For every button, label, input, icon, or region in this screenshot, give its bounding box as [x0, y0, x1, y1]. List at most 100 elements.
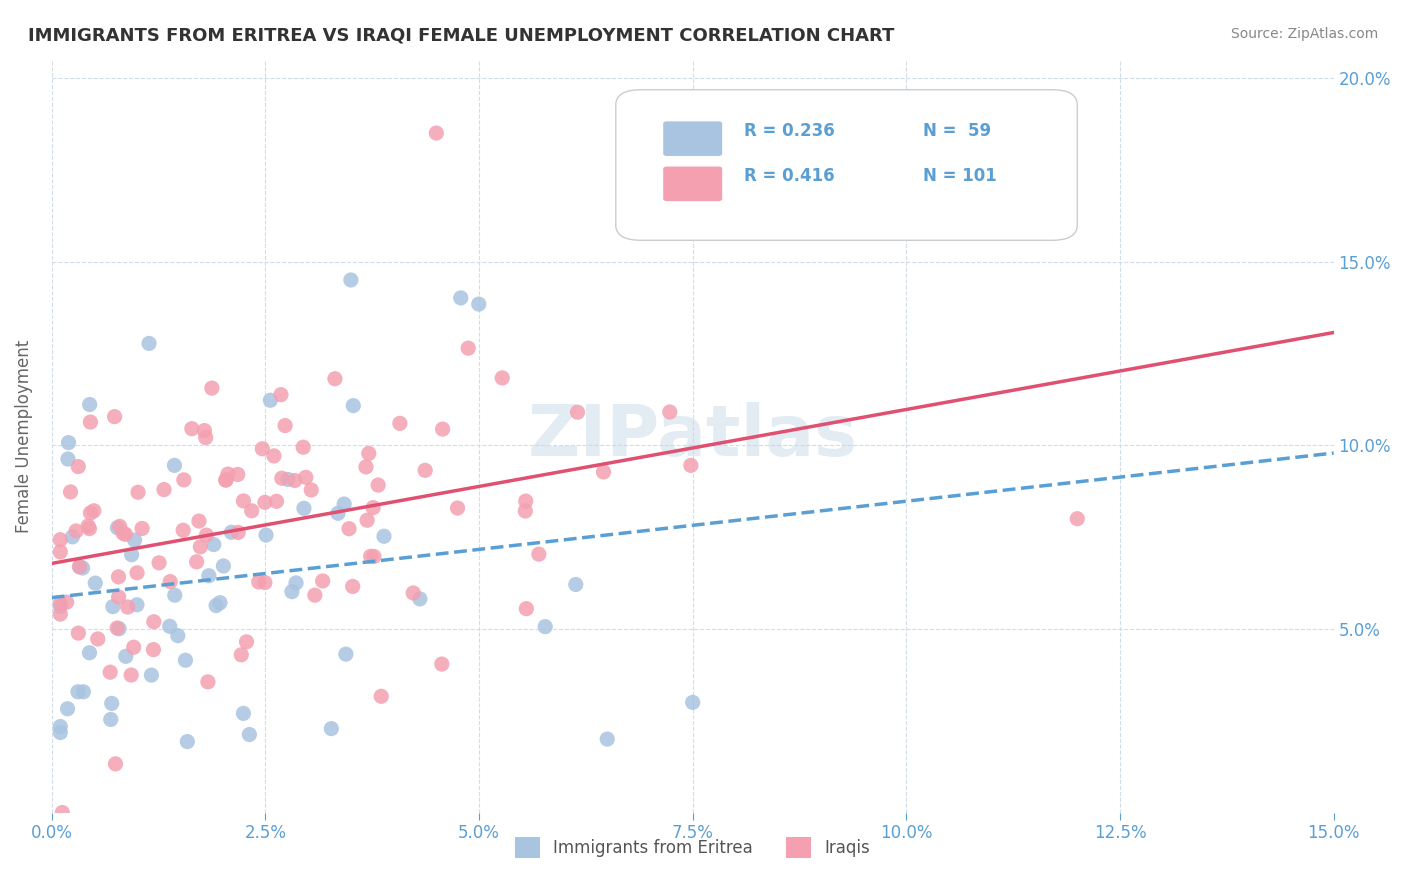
Iraqis	[527, 547, 550, 561]
Iraqis	[186, 555, 208, 569]
Immigrants from Eritrea	[107, 521, 129, 535]
Iraqis	[215, 473, 238, 487]
Immigrants from Eritrea	[84, 576, 107, 591]
Immigrants from Eritrea	[58, 435, 80, 450]
Iraqis	[120, 668, 142, 682]
Iraqis	[491, 371, 513, 385]
Iraqis	[253, 575, 276, 590]
Text: ZIPatlas: ZIPatlas	[527, 401, 858, 471]
Immigrants from Eritrea	[174, 653, 197, 667]
Iraqis	[292, 440, 315, 454]
Iraqis	[65, 524, 87, 538]
Iraqis	[354, 459, 377, 474]
Iraqis	[195, 528, 218, 542]
Iraqis	[201, 381, 224, 395]
Immigrants from Eritrea	[163, 458, 186, 473]
Iraqis	[226, 467, 249, 482]
Y-axis label: Female Unemployment: Female Unemployment	[15, 340, 32, 533]
Immigrants from Eritrea	[238, 727, 260, 741]
Iraqis	[173, 473, 195, 487]
Iraqis	[79, 415, 101, 429]
Immigrants from Eritrea	[69, 559, 91, 574]
Immigrants from Eritrea	[79, 646, 101, 660]
Immigrants from Eritrea	[259, 393, 281, 408]
Text: IMMIGRANTS FROM ERITREA VS IRAQI FEMALE UNEMPLOYMENT CORRELATION CHART: IMMIGRANTS FROM ERITREA VS IRAQI FEMALE …	[28, 27, 894, 45]
Iraqis	[370, 690, 392, 704]
Iraqis	[148, 556, 170, 570]
Iraqis	[323, 372, 346, 386]
Immigrants from Eritrea	[49, 599, 72, 614]
Immigrants from Eritrea	[125, 598, 148, 612]
Iraqis	[67, 459, 90, 474]
Iraqis	[252, 442, 274, 456]
Immigrants from Eritrea	[72, 561, 94, 575]
Iraqis	[240, 504, 263, 518]
Immigrants from Eritrea	[72, 685, 94, 699]
Immigrants from Eritrea	[49, 725, 72, 739]
Iraqis	[153, 483, 176, 497]
Immigrants from Eritrea	[468, 297, 491, 311]
Iraqis	[402, 586, 425, 600]
Iraqis	[104, 756, 127, 771]
Immigrants from Eritrea	[101, 599, 124, 614]
Iraqis	[55, 595, 77, 609]
Iraqis	[142, 615, 165, 629]
Immigrants from Eritrea	[141, 668, 163, 682]
Iraqis	[367, 478, 389, 492]
Iraqis	[49, 607, 72, 621]
Immigrants from Eritrea	[208, 596, 231, 610]
Iraqis	[83, 504, 105, 518]
Iraqis	[430, 657, 453, 671]
Immigrants from Eritrea	[159, 619, 181, 633]
Iraqis	[388, 417, 411, 431]
Immigrants from Eritrea	[202, 538, 225, 552]
Iraqis	[567, 405, 589, 419]
Text: R = 0.416: R = 0.416	[744, 168, 835, 186]
FancyBboxPatch shape	[664, 167, 723, 202]
Iraqis	[274, 418, 297, 433]
Text: R = 0.236: R = 0.236	[744, 122, 835, 140]
Text: N = 101: N = 101	[924, 168, 997, 186]
Iraqis	[270, 387, 292, 401]
Iraqis	[425, 126, 447, 140]
Iraqis	[658, 405, 681, 419]
Immigrants from Eritrea	[281, 584, 304, 599]
Immigrants from Eritrea	[108, 622, 131, 636]
Immigrants from Eritrea	[56, 702, 79, 716]
Iraqis	[49, 533, 72, 547]
Iraqis	[284, 474, 307, 488]
Iraqis	[49, 596, 72, 610]
Iraqis	[172, 523, 194, 537]
Immigrants from Eritrea	[198, 568, 221, 582]
Immigrants from Eritrea	[166, 629, 188, 643]
Iraqis	[253, 495, 276, 509]
Immigrants from Eritrea	[56, 452, 79, 467]
Iraqis	[188, 514, 211, 528]
Iraqis	[360, 549, 382, 564]
Iraqis	[457, 341, 479, 355]
Iraqis	[59, 484, 82, 499]
Iraqis	[190, 540, 212, 554]
Immigrants from Eritrea	[212, 558, 235, 573]
Text: N =  59: N = 59	[924, 122, 991, 140]
Iraqis	[270, 471, 292, 485]
Iraqis	[107, 570, 129, 584]
Legend: Immigrants from Eritrea, Iraqis: Immigrants from Eritrea, Iraqis	[509, 830, 877, 864]
Iraqis	[357, 446, 380, 460]
Iraqis	[142, 642, 165, 657]
Iraqis	[79, 522, 101, 536]
Immigrants from Eritrea	[124, 533, 146, 547]
Iraqis	[342, 579, 364, 593]
Immigrants from Eritrea	[292, 501, 315, 516]
Iraqis	[247, 574, 270, 589]
Iraqis	[337, 522, 360, 536]
Iraqis	[180, 422, 202, 436]
Immigrants from Eritrea	[335, 647, 357, 661]
Iraqis	[231, 648, 253, 662]
Iraqis	[226, 525, 249, 540]
Iraqis	[194, 431, 217, 445]
Iraqis	[592, 465, 614, 479]
Text: Source: ZipAtlas.com: Source: ZipAtlas.com	[1230, 27, 1378, 41]
Iraqis	[356, 513, 378, 527]
Immigrants from Eritrea	[79, 398, 101, 412]
